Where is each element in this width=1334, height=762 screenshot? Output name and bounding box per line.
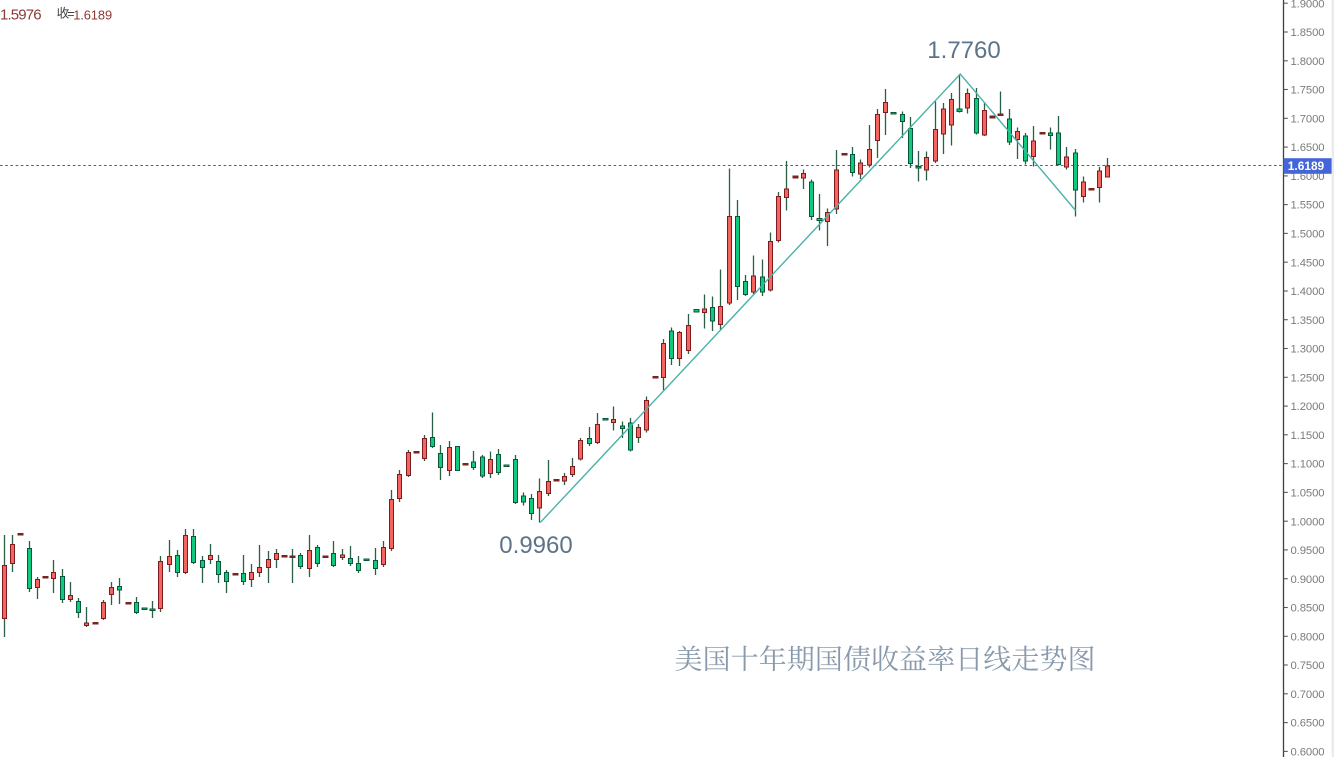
svg-text:1.6000: 1.6000 <box>1291 171 1325 183</box>
svg-text:1.2500: 1.2500 <box>1291 372 1325 384</box>
svg-text:0.9960: 0.9960 <box>499 532 572 559</box>
svg-text:1.3000: 1.3000 <box>1291 344 1325 356</box>
svg-text:1.0000: 1.0000 <box>1291 516 1325 528</box>
svg-text:0.6500: 0.6500 <box>1291 718 1325 730</box>
svg-text:0.8500: 0.8500 <box>1291 603 1325 615</box>
svg-text:1.6189: 1.6189 <box>1288 159 1325 173</box>
svg-text:0.8000: 0.8000 <box>1291 631 1325 643</box>
svg-text:1.0500: 1.0500 <box>1291 488 1325 500</box>
svg-text:1.7000: 1.7000 <box>1291 113 1325 125</box>
svg-text:1.4000: 1.4000 <box>1291 286 1325 298</box>
svg-text:0.7500: 0.7500 <box>1291 660 1325 672</box>
svg-text:1.5976: 1.5976 <box>0 7 41 24</box>
svg-text:1.6189: 1.6189 <box>73 8 112 23</box>
svg-text:1.3500: 1.3500 <box>1291 315 1325 327</box>
svg-text:1.6500: 1.6500 <box>1291 142 1325 154</box>
svg-text:1.8500: 1.8500 <box>1291 27 1325 39</box>
svg-text:0.6000: 0.6000 <box>1291 747 1325 758</box>
svg-text:1.5000: 1.5000 <box>1291 229 1325 241</box>
svg-text:1.7500: 1.7500 <box>1291 85 1325 97</box>
svg-text:1.9000: 1.9000 <box>1291 0 1325 10</box>
svg-text:1.1000: 1.1000 <box>1291 459 1325 471</box>
svg-text:1.8000: 1.8000 <box>1291 56 1325 68</box>
svg-text:=: = <box>67 7 74 21</box>
svg-text:1.1500: 1.1500 <box>1291 430 1325 442</box>
svg-text:1.2000: 1.2000 <box>1291 401 1325 413</box>
svg-text:0.9500: 0.9500 <box>1291 545 1325 557</box>
svg-text:0.7000: 0.7000 <box>1291 689 1325 701</box>
svg-text:0.9000: 0.9000 <box>1291 574 1325 586</box>
svg-text:1.7760: 1.7760 <box>927 37 1000 64</box>
svg-text:1.4500: 1.4500 <box>1291 257 1325 269</box>
svg-text:1.5500: 1.5500 <box>1291 200 1325 212</box>
